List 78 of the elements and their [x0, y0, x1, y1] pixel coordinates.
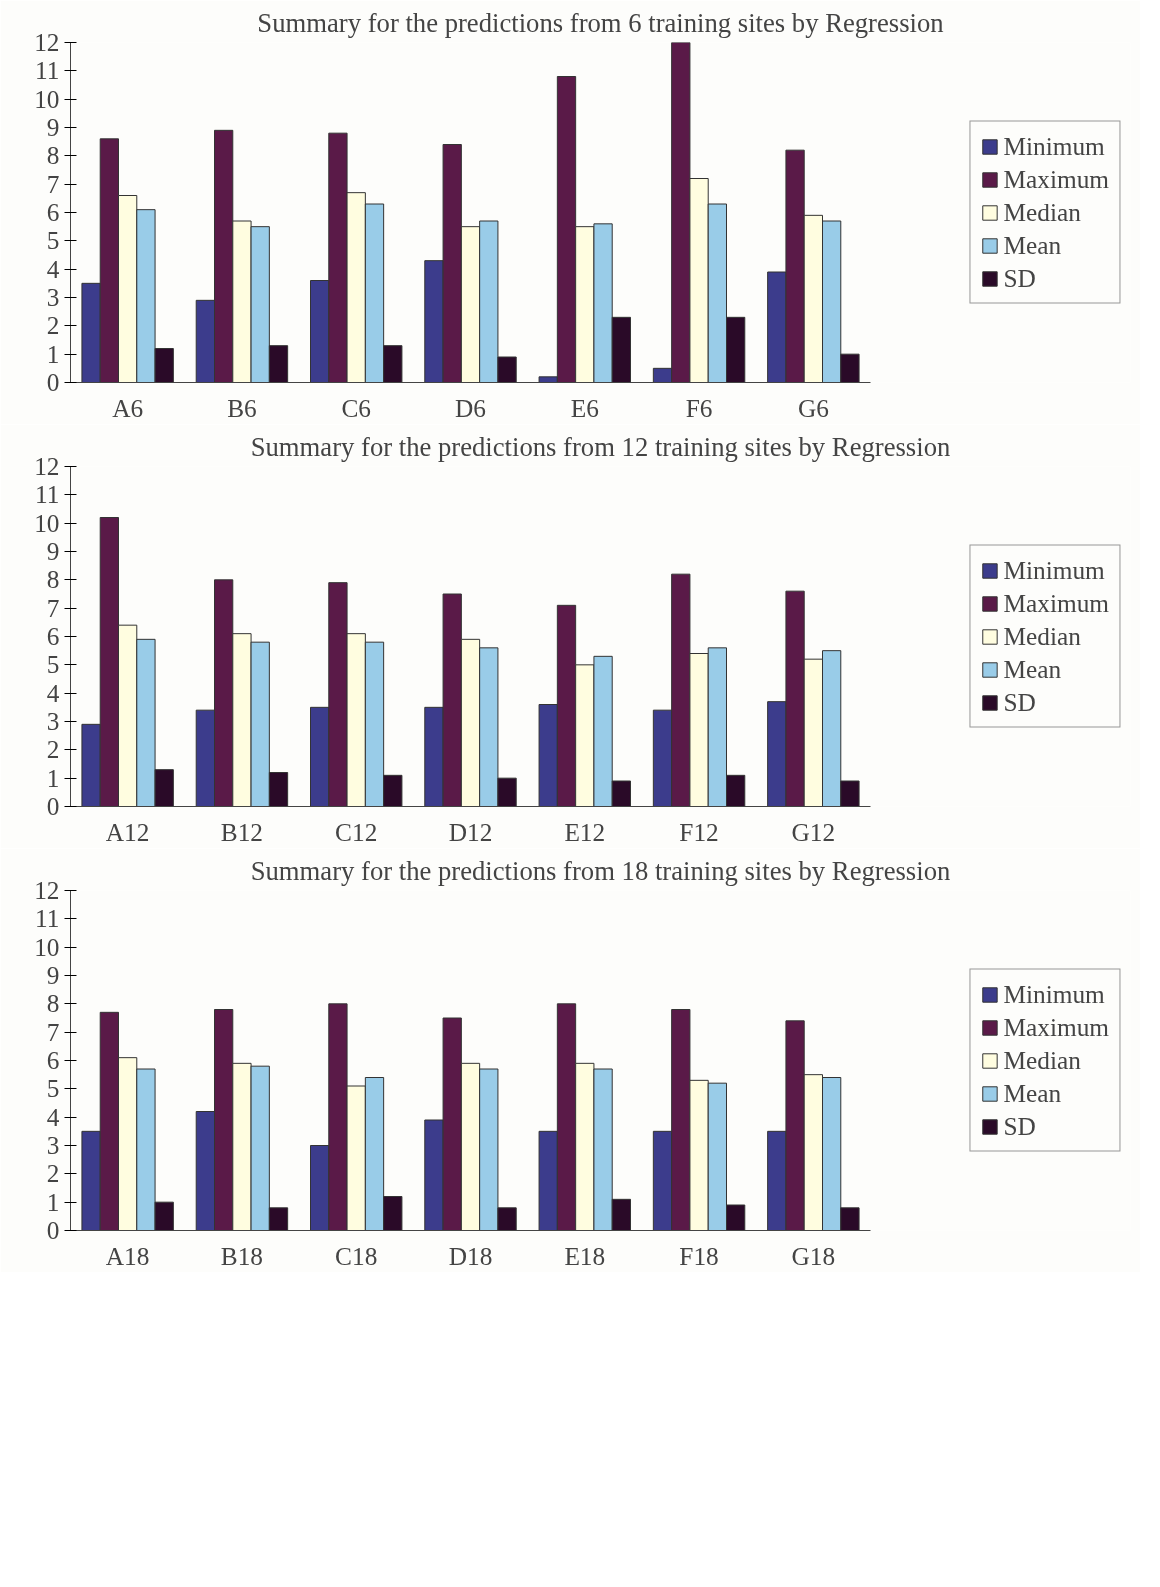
chart-title: Summary for the predictions from 18 training sites by Regression	[250, 855, 951, 886]
x-tick-label: G18	[791, 1241, 836, 1270]
y-tick-label: 5	[46, 1074, 60, 1103]
y-tick-label: 1	[46, 763, 60, 792]
y-tick-label: 5	[46, 226, 60, 255]
x-tick-label: C6	[341, 393, 371, 422]
x-tick-label: B6	[227, 393, 257, 422]
legend-label: Maximum	[1003, 1012, 1109, 1042]
y-tick-label: 2	[46, 311, 60, 340]
legend-label: Median	[1003, 1045, 1081, 1075]
x-tick-label: D6	[455, 393, 486, 422]
y-tick-label: 7	[46, 593, 60, 622]
x-tick-label: F12	[679, 817, 719, 846]
y-tick-label: 5	[46, 650, 60, 679]
y-tick-label: 4	[46, 254, 60, 283]
y-tick-label: 2	[46, 735, 60, 764]
legend-label: Maximum	[1003, 164, 1109, 194]
legend-label: Mean	[1003, 1078, 1062, 1108]
legend-label: Mean	[1003, 230, 1062, 260]
chart-title: Summary for the predictions from 6 training sites by Regression	[257, 7, 944, 38]
legend-label: Minimum	[1003, 131, 1105, 161]
x-tick-label: G6	[797, 393, 829, 422]
legend-label: Mean	[1003, 654, 1062, 684]
y-tick-label: 3	[46, 1131, 60, 1159]
x-tick-label: G12	[791, 817, 836, 846]
x-tick-label: C18	[335, 1241, 378, 1270]
x-tick-label: E6	[570, 393, 599, 422]
y-tick-label: 11	[35, 480, 60, 509]
y-tick-label: 3	[46, 707, 60, 735]
y-tick-label: 6	[46, 1046, 60, 1074]
y-tick-label: 3	[46, 283, 60, 311]
x-tick-label: E12	[564, 817, 606, 846]
y-tick-label: 12	[34, 452, 60, 480]
x-tick-label: F6	[685, 393, 713, 422]
y-tick-label: 6	[46, 198, 60, 226]
legend-label: SD	[1003, 263, 1036, 293]
y-tick-label: 12	[34, 876, 60, 904]
y-tick-label: 0	[46, 368, 60, 396]
x-tick-label: B18	[220, 1241, 264, 1270]
legend-label: Minimum	[1003, 555, 1105, 585]
y-tick-label: 10	[34, 84, 60, 113]
y-tick-label: 12	[34, 28, 60, 56]
y-tick-label: 10	[34, 508, 60, 537]
y-tick-label: 1	[46, 1187, 60, 1216]
x-tick-label: D12	[448, 817, 493, 846]
x-tick-label: F18	[679, 1241, 719, 1270]
legend-label: SD	[1003, 1111, 1036, 1141]
legend-label: Median	[1003, 621, 1081, 651]
y-tick-label: 7	[46, 1017, 60, 1046]
x-tick-label: C12	[335, 817, 378, 846]
y-tick-label: 4	[46, 1102, 60, 1131]
x-tick-label: D18	[448, 1241, 493, 1270]
y-tick-label: 9	[46, 961, 60, 989]
x-tick-label: E18	[564, 1241, 606, 1270]
y-tick-label: 8	[46, 989, 60, 1018]
y-tick-label: 10	[34, 932, 60, 961]
legend-label: Maximum	[1003, 588, 1109, 618]
y-tick-label: 1	[46, 339, 60, 368]
y-tick-label: 11	[35, 56, 60, 85]
y-tick-label: 8	[46, 141, 60, 170]
legend-label: Median	[1003, 197, 1081, 227]
legend-label: Minimum	[1003, 979, 1105, 1009]
legend-label: SD	[1003, 687, 1036, 717]
y-tick-label: 0	[46, 1216, 60, 1244]
x-tick-label: A18	[105, 1241, 150, 1270]
x-tick-label: A12	[105, 817, 150, 846]
y-tick-label: 7	[46, 169, 60, 198]
y-tick-label: 9	[46, 537, 60, 565]
x-tick-label: A6	[112, 393, 144, 422]
y-tick-label: 4	[46, 678, 60, 707]
chart-title: Summary for the predictions from 12 training sites by Regression	[250, 431, 951, 462]
y-tick-label: 8	[46, 565, 60, 594]
x-tick-label: B12	[220, 817, 264, 846]
y-tick-label: 11	[35, 904, 60, 933]
y-tick-label: 2	[46, 1159, 60, 1188]
y-tick-label: 6	[46, 622, 60, 650]
y-tick-label: 9	[46, 113, 60, 141]
y-tick-label: 0	[46, 792, 60, 820]
